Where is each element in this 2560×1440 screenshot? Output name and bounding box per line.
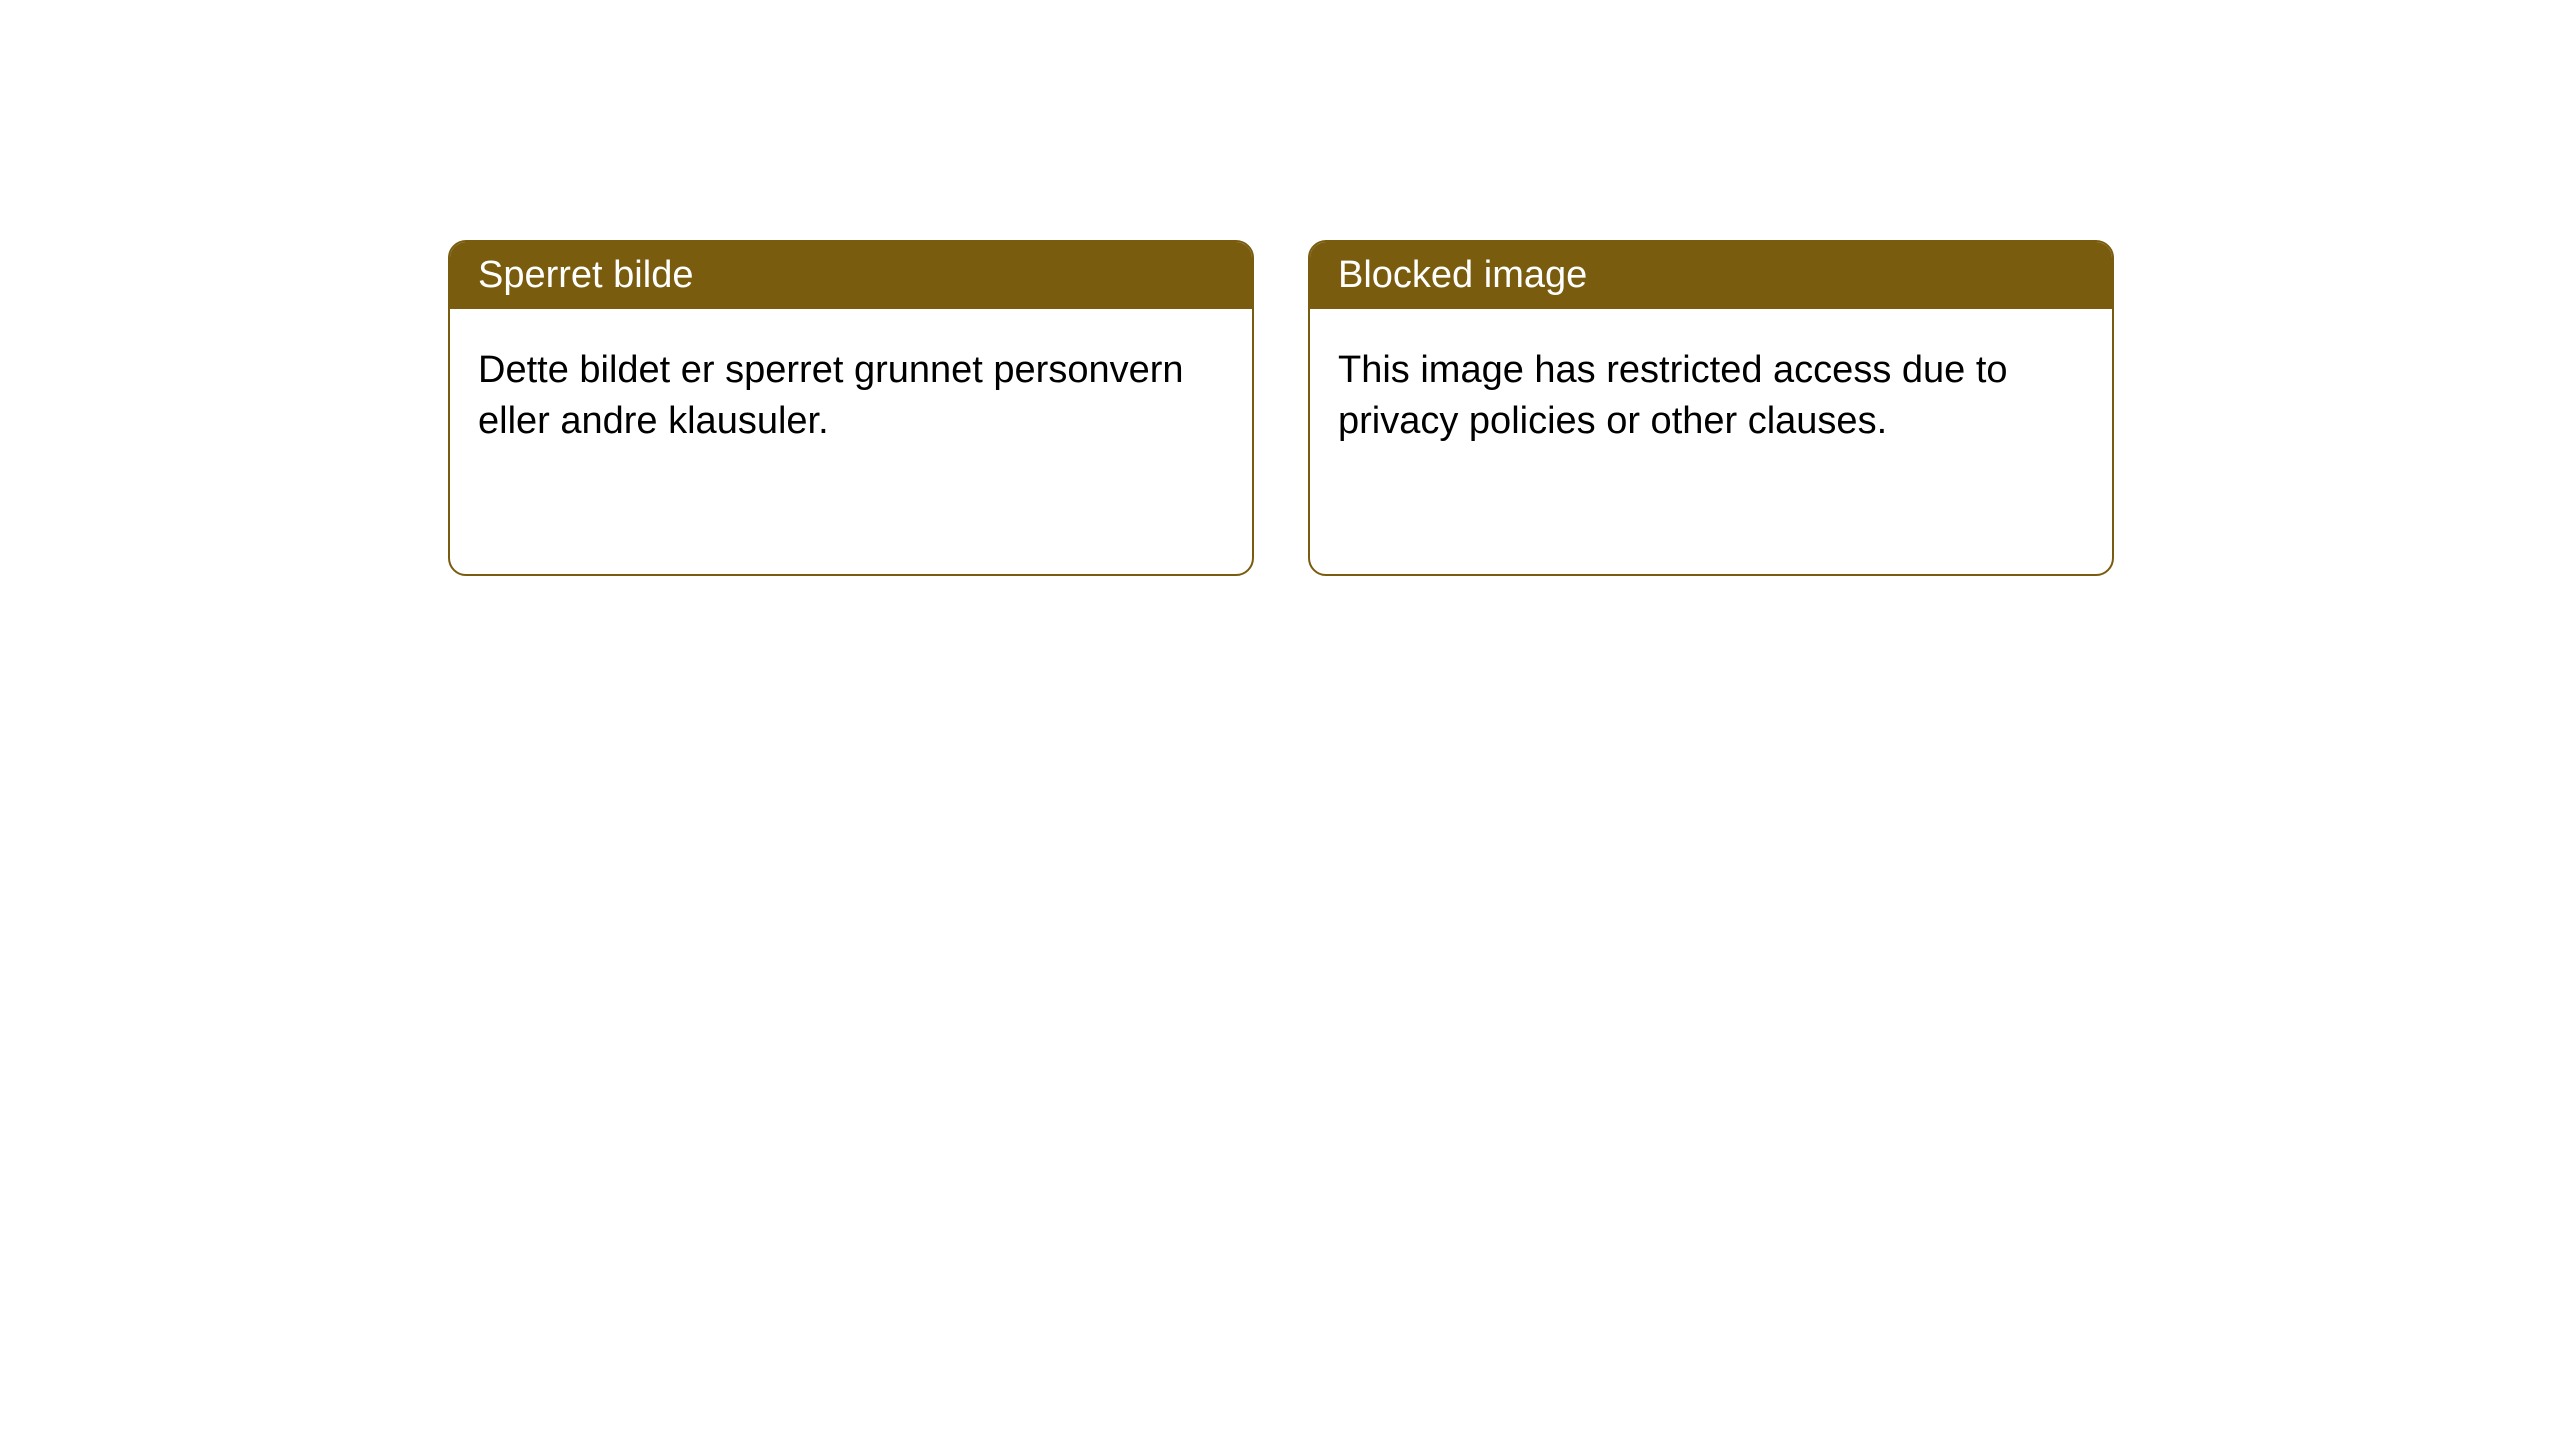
notice-card-english: Blocked image This image has restricted … <box>1308 240 2114 576</box>
notice-container: Sperret bilde Dette bildet er sperret gr… <box>0 0 2560 576</box>
card-body: This image has restricted access due to … <box>1310 309 2112 484</box>
card-header: Sperret bilde <box>450 242 1252 309</box>
card-body: Dette bildet er sperret grunnet personve… <box>450 309 1252 484</box>
card-header: Blocked image <box>1310 242 2112 309</box>
card-title: Blocked image <box>1338 254 1587 296</box>
card-body-text: Dette bildet er sperret grunnet personve… <box>478 349 1184 442</box>
notice-card-norwegian: Sperret bilde Dette bildet er sperret gr… <box>448 240 1254 576</box>
card-body-text: This image has restricted access due to … <box>1338 349 2008 442</box>
card-title: Sperret bilde <box>478 254 693 296</box>
